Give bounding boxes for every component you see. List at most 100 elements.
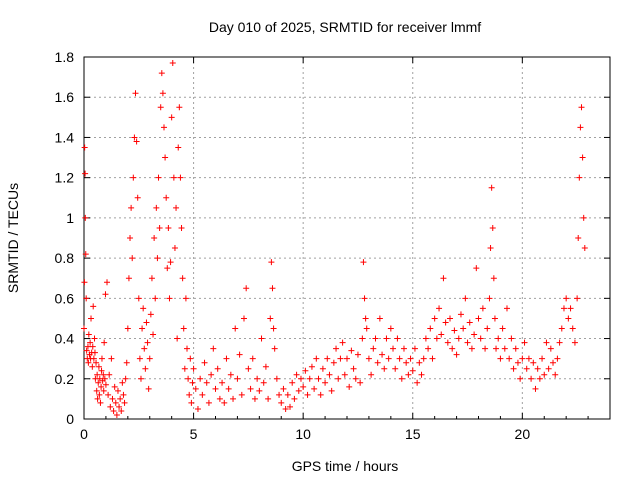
data-point (199, 391, 206, 398)
data-point (344, 355, 350, 362)
data-point (128, 204, 135, 211)
data-point (447, 315, 454, 322)
data-point (490, 275, 497, 282)
data-point (132, 90, 139, 97)
data-point (152, 295, 159, 302)
data-point (113, 411, 120, 418)
data-point (192, 385, 199, 392)
data-point (227, 371, 234, 378)
data-point (139, 325, 146, 332)
data-point (143, 319, 150, 326)
data-point (362, 315, 369, 322)
axis-ticks: 0 5 10 15 20 0 0.2 0.4 0.6 0.8 1 1.2 1.4 1.6 1.8 (55, 49, 610, 442)
data-point (83, 295, 90, 302)
data-point (121, 399, 128, 406)
data-point (302, 367, 309, 374)
data-point (352, 375, 359, 382)
y-tick-label: 1.8 (55, 49, 75, 65)
data-point (411, 345, 418, 352)
grid (84, 57, 610, 419)
data-point (487, 245, 494, 252)
y-tick-label: 0.4 (55, 331, 75, 347)
data-point (580, 214, 587, 221)
data-point (575, 235, 582, 241)
data-point (101, 339, 108, 346)
data-point (142, 365, 149, 372)
data-point (571, 339, 578, 346)
data-point (403, 359, 410, 366)
data-point (178, 224, 185, 231)
data-point (523, 365, 530, 372)
data-point (95, 363, 102, 370)
data-point (543, 339, 550, 346)
y-tick-label: 1.4 (55, 129, 75, 145)
data-point (168, 114, 175, 121)
data-point (541, 371, 548, 378)
data-point (212, 385, 219, 392)
data-point (251, 395, 258, 402)
data-point (346, 383, 353, 390)
data-point (256, 387, 263, 394)
data-point (151, 235, 158, 241)
data-point (311, 385, 318, 392)
data-point (532, 385, 539, 392)
data-point (576, 174, 583, 181)
data-point (291, 395, 298, 402)
data-point (300, 383, 307, 390)
data-point (506, 355, 513, 362)
data-point (221, 399, 228, 406)
data-point (501, 345, 508, 352)
data-point (260, 379, 267, 386)
data-point (201, 359, 208, 366)
data-point (297, 375, 304, 382)
data-point (102, 381, 109, 388)
data-point (360, 259, 367, 266)
data-point (205, 399, 212, 406)
data-point (236, 351, 243, 358)
data-point (503, 305, 510, 312)
data-point (243, 285, 250, 292)
data-point (383, 335, 390, 342)
data-point (100, 387, 107, 394)
x-tick-label: 5 (190, 426, 198, 442)
data-point (185, 375, 192, 382)
data-point (249, 355, 256, 362)
data-point (317, 391, 324, 398)
data-point (216, 395, 223, 402)
data-point (169, 60, 176, 67)
data-point (304, 391, 311, 398)
data-point (234, 375, 241, 382)
data-point (184, 345, 191, 352)
data-point (381, 365, 388, 372)
data-point (390, 345, 397, 352)
data-point (82, 214, 89, 221)
data-point (339, 339, 346, 346)
data-point (145, 385, 152, 392)
data-point (165, 224, 172, 231)
data-point (409, 367, 416, 374)
data-point (534, 365, 541, 372)
data-point (114, 387, 121, 394)
data-point (210, 345, 217, 352)
data-point (550, 359, 557, 366)
data-point (581, 245, 588, 252)
data-point (519, 355, 526, 362)
data-point (131, 134, 138, 141)
data-point (179, 275, 186, 282)
y-tick-label: 0.2 (55, 371, 75, 387)
data-point (400, 345, 407, 352)
data-point (289, 379, 296, 386)
data-point (223, 355, 230, 362)
data-point (203, 379, 210, 386)
data-point (120, 391, 127, 398)
data-point (93, 359, 100, 366)
data-point (495, 335, 502, 342)
data-point (88, 315, 95, 322)
data-point (282, 405, 289, 412)
data-point (150, 331, 157, 338)
data-point (569, 325, 576, 332)
data-point (438, 331, 445, 338)
y-axis-label: SRMTID / TECUs (5, 183, 21, 293)
data-point (129, 255, 136, 262)
data-point (563, 295, 570, 302)
